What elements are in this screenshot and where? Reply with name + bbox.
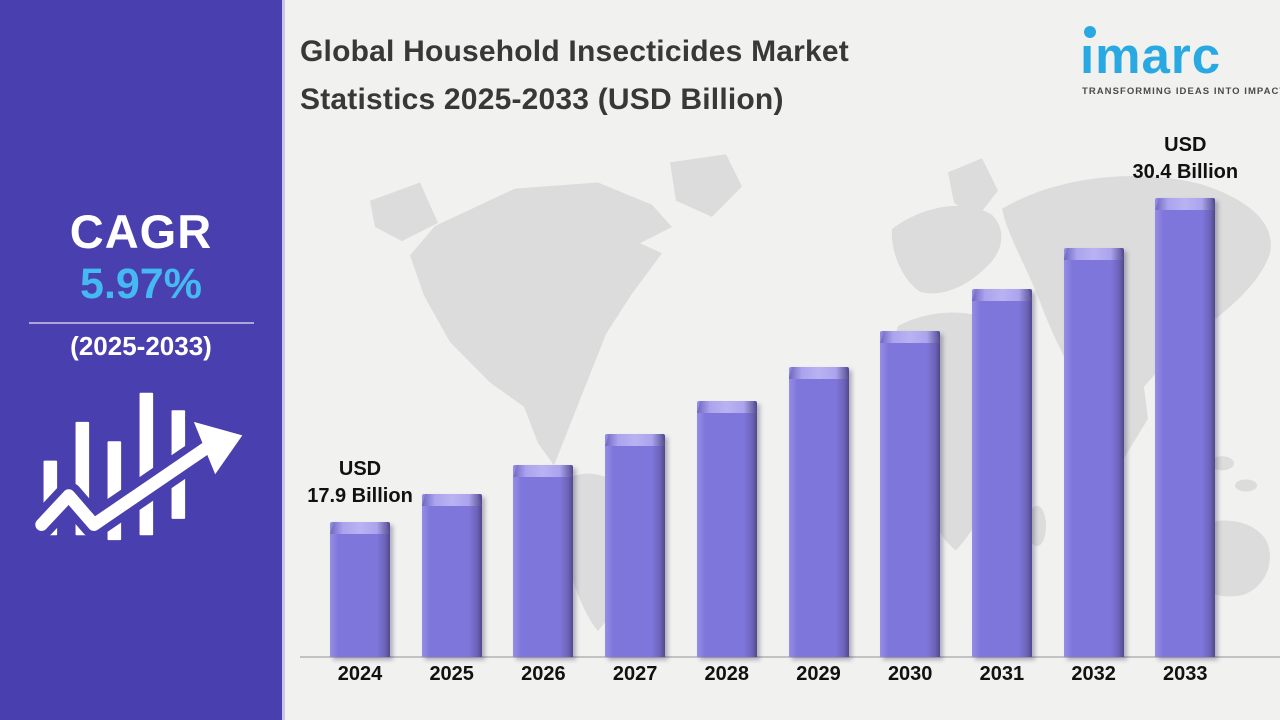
x-axis-line [300, 656, 1280, 658]
value-annotation-2024: USD 17.9 Billion [307, 458, 413, 507]
bar-2029 [788, 367, 849, 657]
cagr-value: 5.97% [80, 260, 202, 308]
cagr-divider [28, 322, 254, 324]
bar-2024 [330, 522, 390, 657]
imarc-logo-text: ımarc [1080, 27, 1222, 84]
x-tick-2024: 2024 [337, 663, 383, 685]
imarc-logo: ımarc TRANSFORMING IDEAS INTO IMPACT [1080, 12, 1280, 112]
bar-2025 [421, 494, 482, 657]
bar-2028 [696, 401, 757, 657]
page-title: Global Household Insecticides Market Stat… [300, 28, 1060, 124]
x-tick-2031: 2031 [979, 663, 1025, 685]
bar-2030 [880, 331, 941, 657]
page-title-line1: Global Household Insecticides Market [300, 35, 850, 68]
x-tick-2027: 2027 [612, 663, 658, 685]
bar-2032 [1063, 248, 1124, 657]
imarc-logo-dot [1084, 26, 1096, 38]
x-tick-2028: 2028 [704, 663, 750, 685]
bar-2026 [513, 465, 574, 657]
x-tick-2025: 2025 [429, 663, 474, 685]
x-tick-2032: 2032 [1071, 663, 1116, 685]
x-tick-2029: 2029 [796, 663, 841, 685]
bar-2027 [605, 434, 666, 657]
cagr-panel: CAGR 5.97% (2025-2033) [0, 0, 285, 720]
x-tick-2030: 2030 [887, 663, 933, 685]
imarc-logo-tagline: TRANSFORMING IDEAS INTO IMPACT [1082, 86, 1280, 97]
x-tick-2026: 2026 [521, 663, 566, 685]
cagr-label: CAGR [69, 205, 213, 258]
growth-chart-icon [33, 392, 249, 541]
cagr-period: (2025-2033) [70, 331, 212, 361]
x-tick-2033: 2033 [1163, 663, 1208, 685]
bar-2033 [1155, 198, 1216, 657]
value-annotation-2033: USD 30.4 Billion [1132, 134, 1239, 183]
page-title-line2: Statistics 2025-2033 (USD Billion) [300, 83, 784, 116]
bar-chart: 2024 2025 2026 2027 2028 2029 2030 2031 2032 2033… [286, 0, 1280, 720]
bar-2031 [971, 289, 1032, 657]
